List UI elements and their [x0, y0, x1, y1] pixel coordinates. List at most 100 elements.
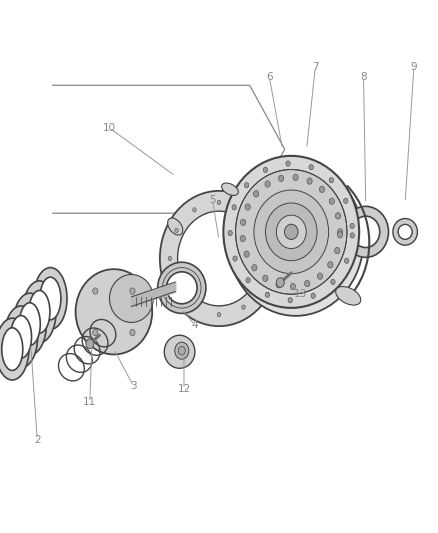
Circle shape — [266, 256, 270, 261]
Ellipse shape — [110, 274, 153, 322]
Text: 8: 8 — [360, 72, 367, 82]
Circle shape — [265, 181, 270, 187]
Circle shape — [286, 161, 290, 166]
Circle shape — [335, 247, 340, 254]
Circle shape — [279, 175, 284, 182]
Circle shape — [338, 229, 343, 235]
Ellipse shape — [285, 224, 298, 239]
Text: 6: 6 — [266, 72, 273, 82]
Circle shape — [175, 285, 178, 289]
Circle shape — [307, 178, 312, 184]
Circle shape — [329, 198, 335, 205]
Ellipse shape — [23, 281, 56, 343]
Circle shape — [244, 251, 249, 257]
Ellipse shape — [29, 290, 50, 333]
Circle shape — [336, 213, 341, 219]
Ellipse shape — [222, 183, 238, 196]
Text: 12: 12 — [177, 384, 191, 394]
Circle shape — [217, 200, 221, 205]
Circle shape — [242, 208, 245, 212]
Circle shape — [240, 219, 246, 225]
Ellipse shape — [166, 272, 197, 304]
Circle shape — [288, 297, 293, 303]
Ellipse shape — [265, 203, 317, 261]
Circle shape — [175, 228, 178, 232]
Ellipse shape — [40, 277, 61, 320]
Ellipse shape — [76, 269, 152, 354]
Circle shape — [304, 280, 310, 287]
Circle shape — [175, 342, 189, 359]
Circle shape — [318, 273, 323, 279]
Ellipse shape — [11, 316, 32, 358]
Ellipse shape — [164, 335, 195, 368]
Text: 5: 5 — [209, 195, 216, 205]
Circle shape — [168, 256, 172, 261]
Circle shape — [309, 165, 313, 170]
Circle shape — [217, 312, 221, 317]
Ellipse shape — [398, 224, 412, 239]
Ellipse shape — [276, 215, 306, 248]
Circle shape — [329, 177, 334, 183]
Ellipse shape — [228, 164, 364, 316]
Circle shape — [228, 230, 233, 236]
Text: 2: 2 — [34, 435, 41, 445]
Ellipse shape — [336, 287, 361, 305]
Ellipse shape — [0, 318, 29, 380]
Circle shape — [263, 167, 268, 173]
Circle shape — [246, 278, 250, 283]
Text: 13: 13 — [293, 289, 307, 299]
Ellipse shape — [158, 262, 206, 313]
Ellipse shape — [160, 191, 278, 326]
Circle shape — [328, 262, 333, 268]
Ellipse shape — [343, 206, 389, 257]
Circle shape — [263, 275, 268, 281]
Circle shape — [86, 339, 94, 349]
Circle shape — [245, 204, 251, 210]
Circle shape — [344, 258, 349, 263]
Circle shape — [232, 205, 237, 210]
Ellipse shape — [254, 190, 328, 273]
Text: 11: 11 — [83, 398, 96, 407]
Circle shape — [260, 285, 263, 289]
Ellipse shape — [352, 216, 380, 247]
Text: 3: 3 — [130, 382, 137, 391]
Circle shape — [276, 278, 284, 287]
Text: 4: 4 — [191, 320, 198, 330]
Circle shape — [130, 288, 135, 294]
Circle shape — [254, 191, 259, 197]
Circle shape — [260, 228, 263, 232]
Circle shape — [244, 182, 249, 188]
Circle shape — [276, 281, 281, 288]
Circle shape — [290, 284, 296, 290]
Circle shape — [242, 305, 245, 309]
Ellipse shape — [223, 156, 359, 308]
Text: 7: 7 — [312, 62, 319, 71]
Circle shape — [343, 198, 348, 204]
Circle shape — [319, 186, 325, 192]
Circle shape — [265, 292, 269, 297]
Circle shape — [93, 329, 98, 336]
Ellipse shape — [393, 219, 417, 245]
Circle shape — [337, 231, 343, 238]
Circle shape — [350, 233, 354, 238]
Circle shape — [178, 346, 185, 355]
Circle shape — [193, 305, 196, 309]
Ellipse shape — [4, 306, 38, 368]
Ellipse shape — [236, 169, 347, 294]
Ellipse shape — [2, 328, 23, 370]
Ellipse shape — [168, 218, 183, 235]
Circle shape — [293, 174, 298, 181]
Circle shape — [240, 236, 245, 242]
Ellipse shape — [19, 303, 40, 345]
Ellipse shape — [34, 268, 67, 329]
Ellipse shape — [13, 293, 46, 355]
Circle shape — [130, 329, 135, 336]
Circle shape — [252, 264, 257, 271]
Circle shape — [93, 288, 98, 294]
Circle shape — [311, 293, 315, 298]
Circle shape — [193, 208, 196, 212]
Text: 10: 10 — [103, 123, 116, 133]
Ellipse shape — [178, 211, 260, 306]
Circle shape — [331, 279, 335, 285]
Text: 9: 9 — [410, 62, 417, 71]
